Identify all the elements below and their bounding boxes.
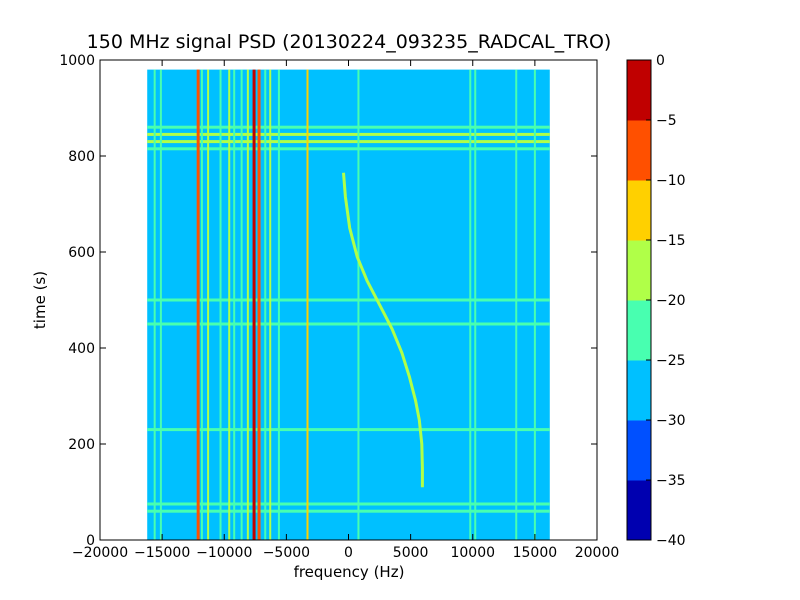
- y-axis: 0 200 400 600 800 1000: [59, 53, 597, 549]
- x-tick-label: 20000: [575, 545, 620, 561]
- y-tick-label: 1000: [59, 53, 95, 69]
- colorbar-segment: [627, 180, 651, 241]
- colorbar-segment: [627, 300, 651, 361]
- vertical-signal-line: [277, 69, 280, 540]
- colorbar-tick-label: −20: [656, 293, 686, 309]
- horizontal-band: [147, 428, 550, 432]
- y-tick-label: 400: [68, 341, 95, 357]
- colorbar-segments: [627, 60, 651, 541]
- colorbar-tick-label: −15: [656, 233, 686, 249]
- x-tick-label: −20000: [72, 545, 128, 561]
- colorbar-ticks: 0 −5 −10 −15 −20 −25 −30 −35 −40: [646, 53, 686, 549]
- chart-title: 150 MHz signal PSD (20130224_093235_RADC…: [87, 31, 612, 53]
- horizontal-band: [147, 132, 550, 136]
- colorbar-segment: [627, 240, 651, 301]
- colorbar-segment: [627, 420, 651, 481]
- x-tick-label: −10000: [196, 545, 252, 561]
- colorbar-tick-label: −35: [656, 473, 686, 489]
- horizontal-band: [147, 502, 550, 506]
- vertical-signal-line: [306, 69, 309, 540]
- colorbar-segment: [627, 480, 651, 541]
- y-tick-label: 200: [68, 437, 95, 453]
- horizontal-band: [147, 125, 550, 129]
- horizontal-band: [147, 509, 550, 513]
- colorbar: 0 −5 −10 −15 −20 −25 −30 −35 −40: [626, 53, 686, 549]
- x-tick-label: 5000: [393, 545, 429, 561]
- vertical-signal-line: [153, 69, 156, 540]
- vertical-signal-line: [246, 69, 249, 540]
- colorbar-segment: [627, 360, 651, 421]
- colorbar-segment: [627, 120, 651, 181]
- vertical-signal-line: [200, 69, 203, 540]
- y-tick-label: 600: [68, 245, 95, 261]
- vertical-signal-line: [159, 69, 162, 540]
- colorbar-tick-label: −5: [656, 113, 677, 129]
- x-tick-label: −5000: [263, 545, 310, 561]
- x-tick-label: 10000: [450, 545, 495, 561]
- vertical-signal-line: [207, 69, 210, 540]
- vertical-signal-line: [257, 69, 261, 540]
- drifting-signal-trace: [342, 172, 424, 488]
- vertical-signal-line: [233, 69, 236, 540]
- vertical-signal-line: [515, 69, 518, 540]
- vertical-signal-line: [252, 69, 256, 540]
- psd-heatmap: [147, 69, 550, 540]
- vertical-signal-line: [469, 69, 472, 540]
- y-tick-label: 0: [86, 533, 95, 549]
- vertical-signal-line: [196, 69, 200, 540]
- x-tick-label: 15000: [513, 545, 558, 561]
- horizontal-band: [147, 322, 550, 326]
- x-tick-label: 0: [344, 545, 353, 561]
- horizontal-band: [147, 298, 550, 302]
- vertical-signal-line: [228, 69, 231, 540]
- colorbar-segment: [627, 60, 651, 121]
- x-axis: −20000 −15000 −10000 −5000 0 5000 10000 15000 20…: [72, 60, 619, 561]
- vertical-signal-line: [264, 69, 267, 540]
- y-tick-label: 800: [68, 149, 95, 165]
- vertical-signal-line: [357, 69, 360, 540]
- vertical-signal-line: [240, 69, 243, 540]
- vertical-signal-line: [269, 69, 272, 540]
- plot-area: −20000 −15000 −10000 −5000 0 5000 10000 15000 20…: [59, 53, 619, 561]
- horizontal-band: [147, 140, 550, 144]
- vertical-signal-line: [219, 69, 222, 540]
- colorbar-tick-label: −10: [656, 173, 686, 189]
- colorbar-tick-label: −30: [656, 413, 686, 429]
- y-axis-label: time (s): [31, 271, 49, 329]
- x-tick-label: −15000: [134, 545, 190, 561]
- colorbar-tick-label: −25: [656, 353, 686, 369]
- vertical-signal-line: [533, 69, 536, 540]
- colorbar-tick-label: 0: [656, 53, 665, 69]
- x-axis-label: frequency (Hz): [294, 563, 405, 581]
- horizontal-band: [147, 147, 550, 151]
- colorbar-tick-label: −40: [656, 533, 686, 549]
- vertical-signal-line: [474, 69, 477, 540]
